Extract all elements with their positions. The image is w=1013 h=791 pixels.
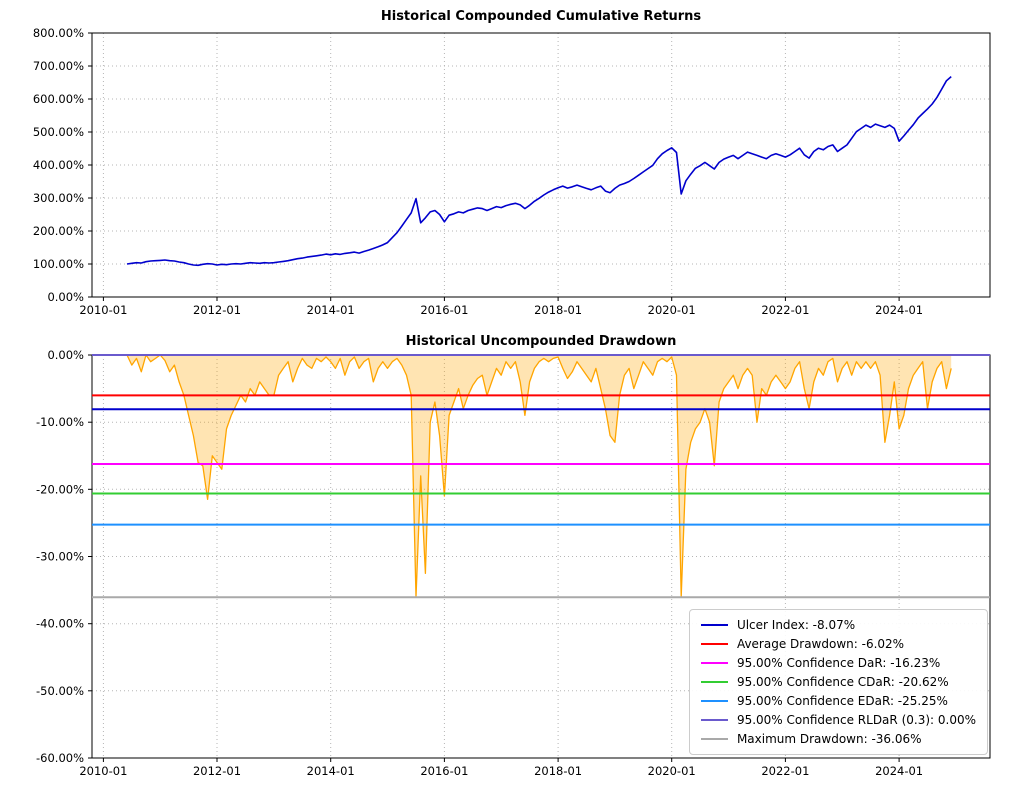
x-tick-label: 2022-01 — [761, 303, 809, 317]
legend-label: 95.00% Confidence EDaR: -25.25% — [736, 694, 948, 708]
legend-label: 95.00% Confidence DaR: -16.23% — [736, 656, 941, 670]
y-tick-label: 700.00% — [33, 59, 84, 73]
legend-label: Maximum Drawdown: -36.06% — [736, 732, 922, 746]
legend-line-swatch — [700, 624, 728, 626]
y-tick-label: 200.00% — [33, 224, 84, 238]
y-tick-label: 300.00% — [33, 191, 84, 205]
legend-item: 95.00% Confidence CDaR: -20.62% — [700, 675, 976, 689]
x-tick-label: 2018-01 — [534, 303, 582, 317]
x-tick-label: 2010-01 — [79, 764, 127, 778]
cumulative-returns-series-line — [126, 75, 952, 267]
x-tick-label: 2024-01 — [875, 764, 923, 778]
legend-line-swatch — [700, 738, 728, 740]
x-tick-label: 2020-01 — [648, 764, 696, 778]
x-tick-label: 2012-01 — [193, 764, 241, 778]
legend-label: 95.00% Confidence CDaR: -20.62% — [736, 675, 949, 689]
x-tick-label: 2016-01 — [420, 303, 468, 317]
drawdown-legend: Ulcer Index: -8.07% Average Drawdown: -6… — [688, 609, 988, 755]
legend-line-swatch — [700, 643, 728, 645]
x-tick-label: 2014-01 — [307, 764, 355, 778]
y-tick-label: -10.00% — [36, 415, 84, 429]
y-tick-label: 0.00% — [47, 348, 84, 362]
x-tick-label: 2024-01 — [875, 303, 923, 317]
y-tick-label: -30.00% — [36, 550, 84, 564]
legend-line-swatch — [700, 681, 728, 683]
y-tick-label: -60.00% — [36, 751, 84, 765]
y-tick-label: 0.00% — [47, 290, 84, 304]
y-tick-label: 800.00% — [33, 26, 84, 40]
x-tick-label: 2022-01 — [761, 764, 809, 778]
x-tick-label: 2012-01 — [193, 303, 241, 317]
drawdown-series-line — [126, 354, 952, 598]
y-tick-label: -40.00% — [36, 617, 84, 631]
x-tick-label: 2020-01 — [648, 303, 696, 317]
legend-item: Maximum Drawdown: -36.06% — [700, 732, 976, 746]
y-tick-label: -50.00% — [36, 684, 84, 698]
y-tick-label: 500.00% — [33, 125, 84, 139]
cumulative-returns-title: Historical Compounded Cumulative Returns — [380, 9, 702, 24]
x-tick-label: 2010-01 — [79, 303, 127, 317]
legend-item: Average Drawdown: -6.02% — [700, 637, 976, 651]
legend-label: 95.00% Confidence RLDaR (0.3): 0.00% — [736, 713, 976, 727]
legend-item: 95.00% Confidence EDaR: -25.25% — [700, 694, 976, 708]
legend-line-swatch — [700, 719, 728, 721]
x-tick-label: 2016-01 — [420, 764, 468, 778]
legend-line-swatch — [700, 662, 728, 664]
drawdown-area-fill — [127, 355, 952, 597]
drawdown-title: Historical Uncompounded Drawdown — [405, 334, 677, 349]
y-tick-label: 400.00% — [33, 158, 84, 172]
x-tick-label: 2014-01 — [307, 303, 355, 317]
y-tick-label: 100.00% — [33, 257, 84, 271]
legend-label: Average Drawdown: -6.02% — [736, 637, 905, 651]
x-tick-label: 2018-01 — [534, 764, 582, 778]
legend-line-swatch — [700, 700, 728, 702]
y-tick-label: 600.00% — [33, 92, 84, 106]
legend-item: 95.00% Confidence RLDaR (0.3): 0.00% — [700, 713, 976, 727]
legend-label: Ulcer Index: -8.07% — [736, 618, 856, 632]
y-tick-label: -20.00% — [36, 482, 84, 496]
legend-item: Ulcer Index: -8.07% — [700, 618, 976, 632]
legend-item: 95.00% Confidence DaR: -16.23% — [700, 656, 976, 670]
